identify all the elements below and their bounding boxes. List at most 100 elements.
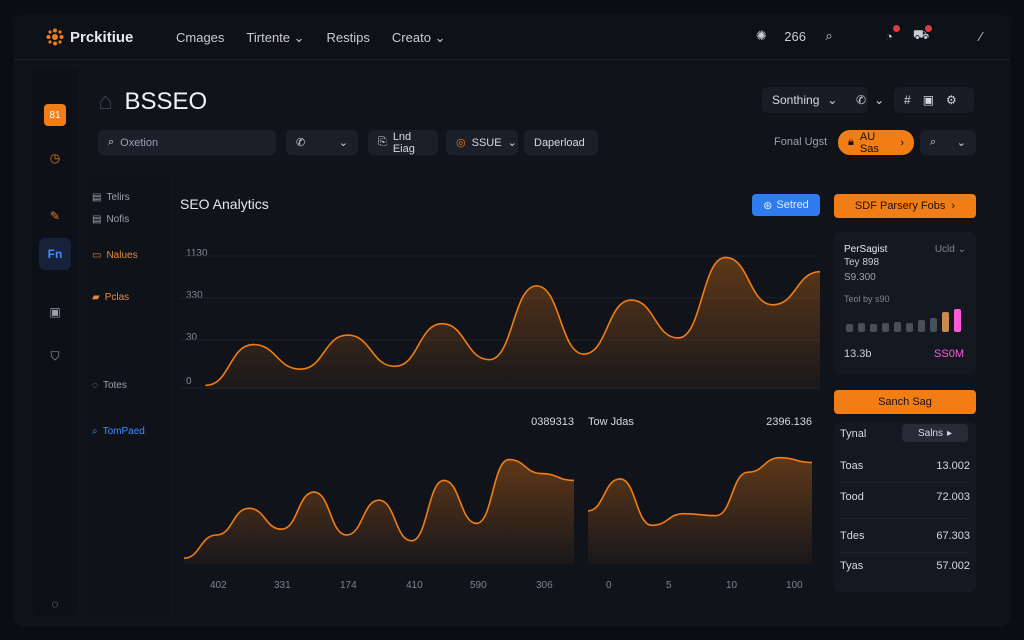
- document-icon[interactable]: ▣: [49, 305, 61, 319]
- count-label: 266: [784, 28, 806, 44]
- x-tick: 174: [340, 580, 357, 591]
- help-icon[interactable]: ◌: [51, 597, 59, 611]
- row-label: Tdes: [840, 530, 865, 542]
- edit-icon[interactable]: ⁄: [979, 28, 983, 44]
- data-point: [345, 534, 348, 536]
- card-title: PerSagist: [844, 244, 888, 255]
- submenu-item[interactable]: ▤ Nofis: [92, 214, 129, 225]
- tag-filter-1[interactable]: ⎘ Lnd Eiag: [368, 130, 438, 155]
- top-actions: ✺ 266 ⌕ ◔ ⛟ ⁄: [752, 25, 990, 45]
- app-window: Prckitiue Cmages Tirtente ⌄ Restips Crea…: [14, 14, 1010, 626]
- card-subtitle: Tey 898: [844, 257, 880, 268]
- sort-label: Sonthing: [772, 93, 820, 107]
- x-tick: 402: [210, 580, 227, 591]
- data-point: [252, 343, 255, 346]
- page-title: BSSEO: [124, 88, 208, 115]
- data-point: [215, 534, 218, 536]
- data-point: [819, 270, 820, 273]
- main-area-chart: [180, 255, 820, 390]
- submenu-label: Nofis: [106, 214, 130, 225]
- logo-icon: [46, 28, 64, 46]
- settings-icon[interactable]: ✺: [755, 28, 767, 43]
- data-point: [573, 479, 574, 482]
- icon-rail: 81 ◷ ✎ Fn ▣ ⛉ ◌: [32, 68, 78, 616]
- search-button[interactable]: Sanch Sag: [834, 390, 976, 414]
- hash-icon[interactable]: #: [904, 93, 911, 107]
- brand-badge[interactable]: 81: [44, 104, 66, 126]
- data-point: [313, 491, 315, 493]
- mini-bar: [882, 323, 889, 332]
- top-bar: Prckitiue Cmages Tirtente ⌄ Restips Crea…: [14, 14, 1010, 60]
- search-input[interactable]: ⌕ Oxetion: [98, 130, 276, 155]
- notification-icon[interactable]: ◔: [880, 25, 900, 45]
- chevron-down-icon: ⌄: [957, 244, 966, 255]
- shield-icon[interactable]: ⛉: [50, 348, 60, 363]
- card-dropdown[interactable]: Ucld ⌄: [935, 244, 966, 255]
- data-point: [346, 334, 349, 336]
- chevron-down-icon: ⌄: [956, 137, 966, 149]
- cart-dot: [925, 25, 932, 32]
- data-point: [475, 522, 478, 525]
- table-row: Tdes 67.303: [840, 530, 970, 542]
- download-button[interactable]: Daperload: [524, 130, 598, 155]
- parsery-jobs-button[interactable]: SDF Parsery Fobs ›: [834, 194, 976, 218]
- phone-filter[interactable]: ✆ ⌄: [286, 130, 358, 155]
- tag-label: SSUE: [471, 136, 502, 149]
- table-row: Tood 72.003: [840, 491, 970, 503]
- nav-item-creato[interactable]: Creato ⌄: [392, 30, 446, 46]
- clock-icon[interactable]: ◷: [49, 151, 61, 165]
- info-icon: ◌: [92, 380, 98, 391]
- data-point: [677, 337, 680, 339]
- data-point: [683, 512, 685, 515]
- nav-item-tirtente[interactable]: Tirtente ⌄: [246, 30, 304, 46]
- pen-icon[interactable]: ✎: [49, 209, 61, 223]
- all-filter-button[interactable]: 🔒︎ AU Sas ›: [838, 130, 914, 155]
- home-icon[interactable]: ⌂: [98, 88, 113, 115]
- submenu-item-active[interactable]: ⌕ TomPaed: [92, 426, 145, 437]
- submenu-item[interactable]: ▭ Nalues: [92, 250, 138, 261]
- right-subchart: Tow Jdas 2396.136: [588, 416, 812, 572]
- x-tick: 590: [470, 580, 487, 591]
- submenu-item[interactable]: ◌ Totes: [92, 380, 127, 391]
- image-icon[interactable]: ▣: [922, 93, 935, 107]
- table-row: Toas 13.002: [840, 460, 970, 472]
- submenu-label: Totes: [102, 380, 127, 391]
- search-icon[interactable]: ⌕: [825, 28, 833, 43]
- sort-dropdown[interactable]: Sonthing ⌄: [762, 87, 868, 113]
- data-point: [651, 524, 653, 527]
- data-point: [441, 322, 443, 325]
- folder-icon: ▰: [92, 292, 100, 303]
- submenu-item[interactable]: ▰ Pclas: [92, 292, 129, 303]
- view-dropdown[interactable]: ⌕ ⌄: [920, 130, 976, 155]
- data-point: [619, 478, 621, 480]
- summary-card: PerSagist Tey 898 S9.300 Ucld ⌄ Teol by …: [834, 232, 976, 374]
- save-label: Setred: [776, 199, 809, 211]
- status-select[interactable]: Salns ▸: [902, 424, 968, 442]
- app-logo[interactable]: Prckitiue: [46, 28, 133, 46]
- dropdown-label: Ucld: [934, 244, 955, 255]
- call-dropdown[interactable]: ✆ ⌄: [846, 87, 892, 113]
- mini-bar: [870, 324, 877, 332]
- search-placeholder: Oxetion: [120, 136, 159, 149]
- x-tick: 100: [786, 580, 803, 591]
- tag-filter-2[interactable]: ◎ SSUE ⌄: [446, 130, 518, 155]
- chevron-right-icon: ›: [900, 136, 904, 149]
- submenu-label: Nalues: [106, 250, 138, 261]
- cart-icon[interactable]: ⛟: [912, 25, 932, 45]
- series-line: [184, 458, 574, 559]
- right-area-chart: [588, 456, 812, 564]
- gear-icon[interactable]: ⚙: [946, 93, 957, 107]
- nav-item-cmages[interactable]: Cmages: [176, 30, 225, 45]
- chart-title: SEO Analytics: [180, 196, 269, 212]
- data-point: [205, 384, 207, 387]
- chevron-down-icon: ⌄: [434, 30, 446, 45]
- nav-label: Creato: [391, 30, 431, 45]
- select-label: Salns: [917, 427, 943, 439]
- save-button[interactable]: ⊛ Setred: [752, 194, 820, 216]
- nav-item-restips[interactable]: Restips: [326, 30, 370, 45]
- submenu-item[interactable]: ▤ Telirs: [92, 192, 130, 203]
- mini-bar: [894, 322, 901, 332]
- left-area-chart: [184, 458, 574, 564]
- data-point: [535, 285, 538, 287]
- rail-item-active[interactable]: Fn: [39, 238, 71, 270]
